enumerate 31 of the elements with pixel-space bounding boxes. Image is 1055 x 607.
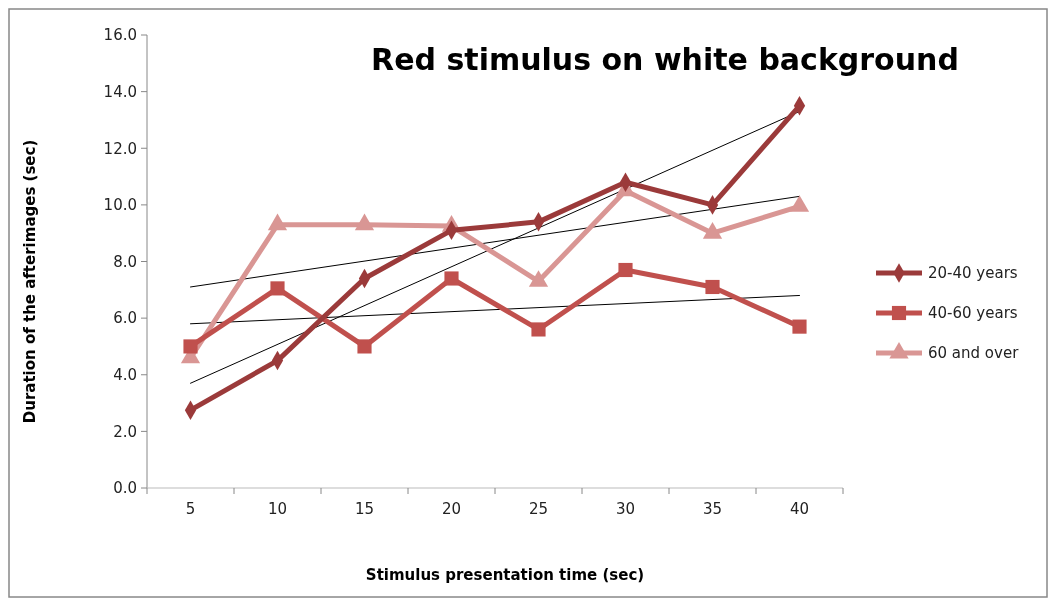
point — [357, 339, 372, 354]
chart-title: Red stimulus on white background — [371, 42, 959, 77]
y-tick-label: 6.0 — [113, 309, 137, 328]
legend-label: 60 and over — [928, 344, 1020, 363]
point — [270, 281, 285, 296]
legend-label: 40-60 years — [928, 304, 1018, 323]
y-tick-label: 8.0 — [113, 252, 137, 271]
legend-label: 20-40 years — [928, 264, 1018, 283]
x-tick-label: 35 — [702, 500, 723, 518]
x-tick-label: 40 — [789, 500, 810, 518]
point — [444, 271, 459, 286]
x-tick-label: 15 — [354, 500, 375, 518]
y-tick-label: 2.0 — [113, 422, 137, 441]
point — [792, 319, 807, 334]
y-tick-label: 14.0 — [103, 82, 137, 101]
y-tick-label: 12.0 — [103, 139, 137, 158]
point — [705, 279, 720, 295]
point — [531, 322, 546, 337]
y-tick-label: 4.0 — [113, 366, 137, 384]
y-tick-label: 10.0 — [103, 196, 137, 215]
y-tick-label: 0.0 — [113, 479, 137, 498]
y-axis-title: Duration of the afterimages (sec) — [21, 139, 39, 424]
point — [183, 339, 198, 354]
point — [618, 262, 633, 278]
x-tick-label: 30 — [615, 500, 636, 518]
x-tick-label: 10 — [267, 500, 288, 518]
x-axis-title: Stimulus presentation time (sec) — [365, 566, 645, 584]
x-tick-label: 5 — [185, 500, 196, 518]
x-tick-label: 20 — [441, 500, 462, 518]
y-tick-label: 16.0 — [103, 26, 137, 45]
x-tick-label: 25 — [528, 500, 549, 518]
